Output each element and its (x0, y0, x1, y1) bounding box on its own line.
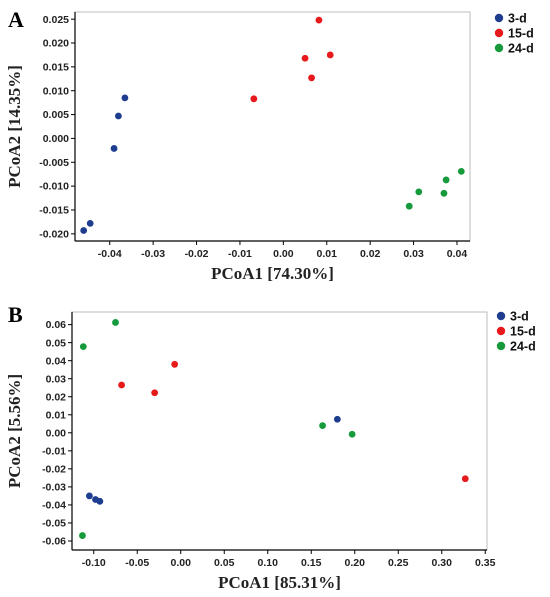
data-point-24-d (442, 176, 450, 184)
legend-label: 15-d (510, 325, 536, 339)
y-tick-label: 0.00 (46, 427, 67, 439)
y-tick-label: 0.03 (46, 373, 67, 385)
data-point-3-d (121, 94, 129, 102)
legend-marker-15-d (494, 28, 504, 38)
y-tick-label: -0.03 (42, 481, 66, 493)
x-tick-label: 0.01 (317, 248, 338, 260)
y-tick-label: -0.005 (39, 157, 69, 169)
x-tick-label: -0.01 (228, 248, 252, 260)
data-point-24-d (457, 167, 465, 175)
y-tick-label: 0.04 (46, 355, 67, 367)
y-tick-label: 0.005 (43, 109, 69, 121)
legend-marker-24-d (494, 43, 504, 53)
legend-marker-3-d (496, 311, 506, 321)
y-tick-label: 0.05 (46, 337, 67, 349)
x-tick-label: 0.02 (360, 248, 381, 260)
x-tick-label: 0.10 (258, 557, 279, 569)
data-point-15-d (118, 381, 125, 389)
panel-label: B (8, 302, 23, 327)
data-point-24-d (440, 189, 448, 197)
data-point-15-d (315, 16, 323, 24)
data-point-15-d (326, 51, 334, 59)
x-tick-label: 0.00 (273, 248, 294, 260)
x-axis-title: PCoA1 [85.31%] (218, 573, 341, 592)
data-point-24-d (79, 343, 87, 351)
data-point-3-d (86, 219, 94, 227)
panel-b: -0.10 -0.05 0.00 0.05 0.10 0.15 0.20 0.25 0.30 0.… (5, 302, 536, 592)
x-tick-label: -0.05 (125, 557, 149, 569)
x-axis-title: PCoA1 [74.30%] (211, 264, 334, 283)
y-tick-label: 0.06 (46, 319, 67, 331)
data-point-15-d (461, 475, 469, 483)
y-tick-label: 0.020 (43, 38, 69, 50)
data-point-24-d (405, 202, 413, 210)
data-point-24-d (79, 532, 86, 539)
x-tick-label: -0.03 (141, 248, 165, 260)
data-point-15-d (171, 360, 179, 368)
y-axis-title: PCoA2 [14.35%] (5, 65, 24, 188)
x-tick-label: 0.20 (345, 557, 366, 569)
legend-label: 24-d (510, 340, 536, 354)
legend-marker-24-d (496, 341, 506, 351)
data-point-3-d (333, 415, 341, 423)
x-tick-label: 0.35 (475, 557, 496, 569)
y-tick-label: 0.01 (46, 409, 67, 421)
legend-marker-3-d (494, 13, 504, 23)
y-axis-title: PCoA2 [5.56%] (5, 374, 24, 488)
y-tick-label: -0.04 (42, 500, 66, 512)
legend-label: 3-d (510, 310, 529, 324)
y-tick-label: -0.015 (39, 205, 69, 217)
data-point-3-d (96, 497, 104, 505)
x-tick-label: -0.10 (82, 557, 106, 569)
y-tick-label: -0.020 (39, 228, 69, 240)
y-tick-label: 0.02 (46, 391, 67, 403)
data-point-3-d (110, 145, 118, 152)
data-point-15-d (250, 95, 258, 103)
plot-frame (71, 311, 488, 551)
data-point-15-d (151, 389, 159, 397)
legend-marker-15-d (496, 326, 506, 336)
x-tick-label: 0.05 (214, 557, 235, 569)
y-tick-label: -0.05 (42, 518, 66, 530)
y-tick-label: 0.015 (43, 61, 69, 73)
x-tick-label: 0.04 (447, 248, 468, 260)
data-point-24-d (415, 188, 423, 196)
x-tick-label: -0.04 (98, 248, 122, 260)
y-tick-label: -0.02 (42, 463, 66, 475)
panel-label: A (8, 7, 24, 32)
data-point-3-d (80, 227, 88, 234)
x-tick-label: 0.00 (171, 557, 192, 569)
x-tick-label: 0.25 (388, 557, 409, 569)
y-tick-label: 0.010 (43, 85, 69, 97)
y-tick-label: -0.06 (42, 536, 66, 548)
data-point-15-d (301, 54, 309, 62)
legend-label: 15-d (508, 27, 534, 41)
data-point-24-d (112, 319, 119, 326)
data-point-3-d (115, 112, 122, 120)
y-tick-label: -0.01 (42, 445, 66, 457)
data-point-15-d (308, 74, 315, 82)
y-tick-label: 0.025 (43, 14, 69, 26)
x-tick-label: 0.03 (403, 248, 424, 260)
data-point-24-d (348, 430, 356, 438)
x-tick-label: 0.15 (301, 557, 322, 569)
y-tick-label: -0.010 (39, 181, 69, 193)
data-point-24-d (319, 422, 326, 429)
legend-label: 3-d (508, 12, 527, 26)
data-point-3-d (86, 492, 93, 500)
panel-a: -0.04 -0.03 -0.02 -0.01 0.00 0.01 0.02 0.03 0.04… (5, 7, 534, 283)
x-tick-label: -0.02 (185, 248, 209, 260)
legend-label: 24-d (508, 42, 534, 56)
x-tick-label: 0.30 (432, 557, 453, 569)
y-tick-label: 0.000 (43, 133, 69, 145)
